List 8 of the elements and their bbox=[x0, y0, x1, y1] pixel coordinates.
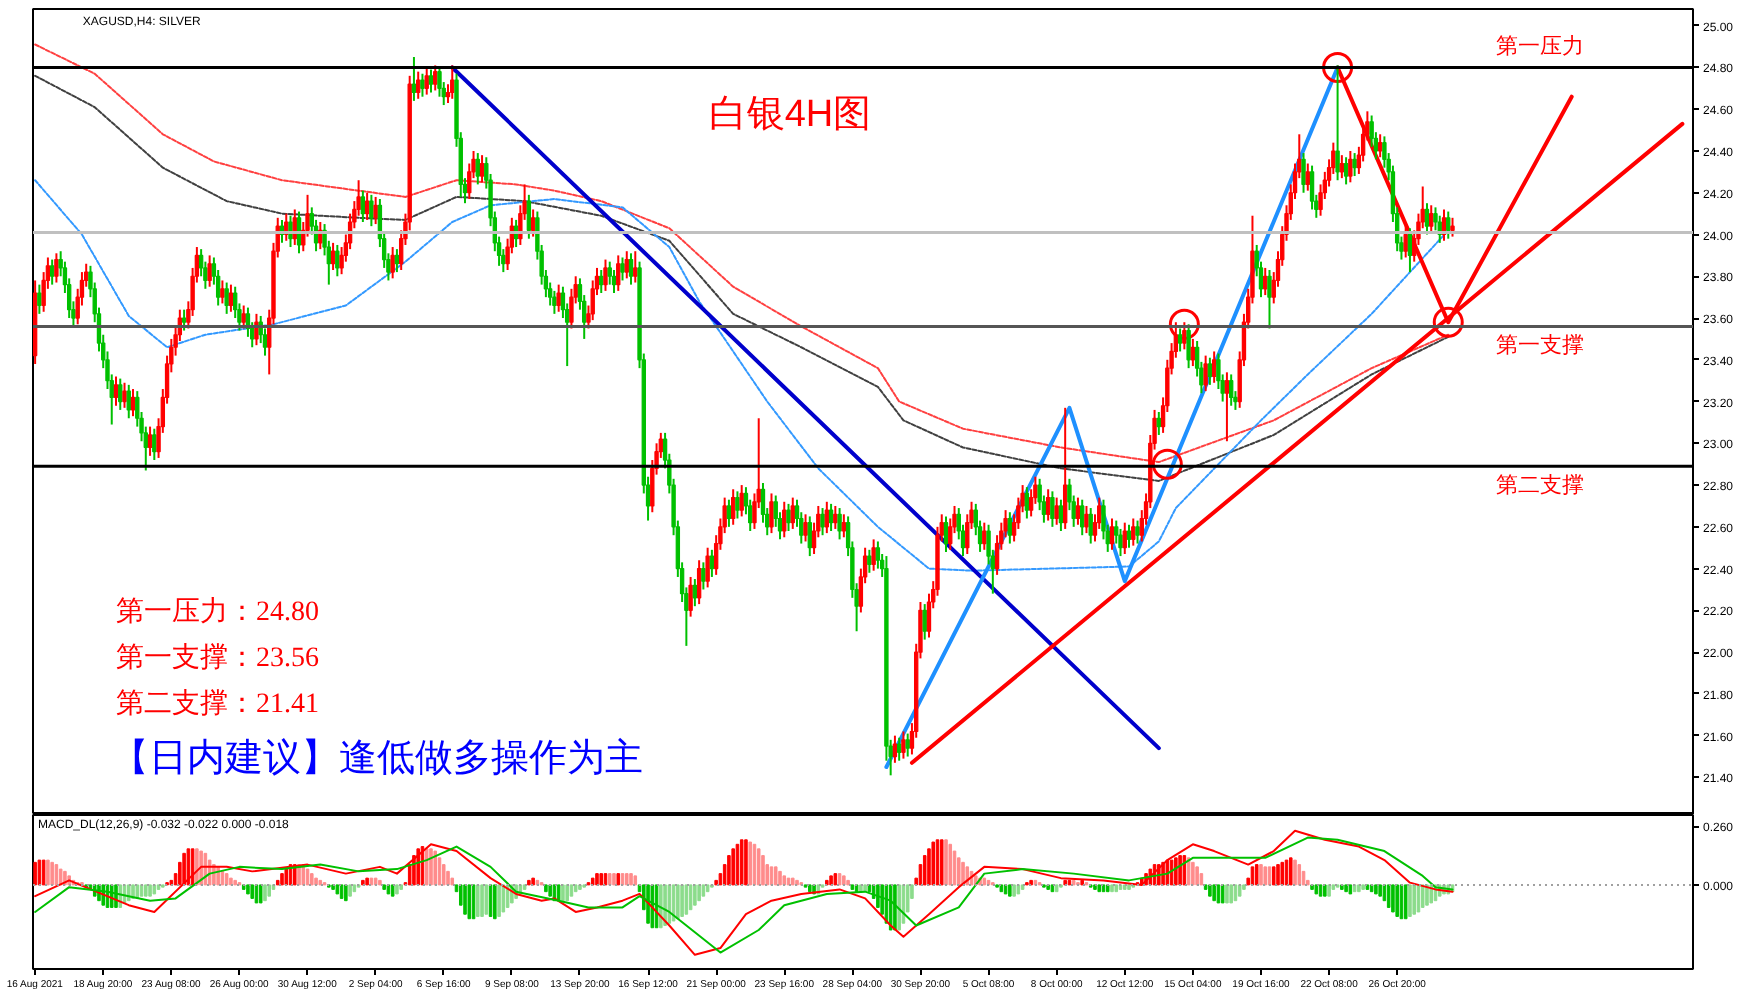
annotation: 第一压力：24.80 bbox=[116, 595, 319, 628]
annotation: 【日内建议】逢低做多操作为主 bbox=[111, 736, 644, 781]
ref-line-label: 第二支撑 bbox=[1496, 472, 1585, 499]
ref-line-label: 第一压力 bbox=[1496, 33, 1585, 60]
ref-line-label: 第一支撑 bbox=[1496, 332, 1585, 359]
annotation: 第二支撑：21.41 bbox=[116, 687, 319, 720]
annotation: 白银4H图 bbox=[708, 94, 872, 137]
annotation: 第一支撑：23.56 bbox=[116, 641, 319, 674]
